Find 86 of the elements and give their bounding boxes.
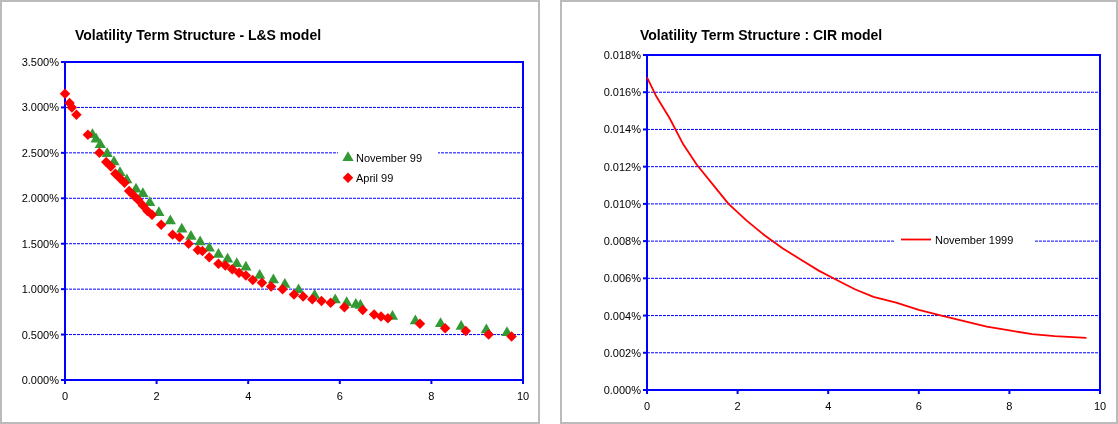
point bbox=[212, 248, 225, 258]
point bbox=[414, 318, 426, 329]
x-tick-label: 2 bbox=[153, 390, 160, 402]
point bbox=[82, 129, 94, 140]
point bbox=[137, 200, 149, 211]
x-tick-label: 10 bbox=[516, 390, 530, 402]
x-tick-label: 0 bbox=[643, 400, 651, 412]
x-tick-label: 8 bbox=[428, 390, 435, 402]
y-tick-label: 0.010% bbox=[603, 197, 642, 210]
point bbox=[297, 291, 309, 302]
legend-label: November 99 bbox=[356, 151, 423, 164]
y-tick-label: 0.018% bbox=[603, 49, 642, 61]
point bbox=[439, 322, 451, 334]
y-tick-label: 2.000% bbox=[21, 192, 60, 205]
point bbox=[105, 161, 117, 172]
x-tick-label: 0 bbox=[61, 390, 69, 402]
point bbox=[288, 289, 300, 300]
y-tick-label: 3.500% bbox=[21, 56, 60, 68]
point bbox=[460, 325, 471, 337]
y-tick-label: 1.500% bbox=[21, 237, 60, 250]
legend-label: November 1999 bbox=[935, 233, 1014, 246]
point bbox=[220, 260, 231, 271]
point bbox=[71, 109, 82, 120]
point bbox=[59, 88, 71, 100]
point bbox=[233, 267, 245, 279]
y-tick-label: 0.006% bbox=[603, 272, 642, 285]
y-tick-label: 0.000% bbox=[21, 374, 60, 386]
point bbox=[101, 147, 113, 158]
legend-label: April 99 bbox=[356, 171, 394, 184]
x-tick-label: 2 bbox=[734, 400, 741, 412]
point bbox=[316, 295, 327, 307]
point bbox=[247, 274, 259, 286]
point bbox=[254, 269, 266, 279]
x-tick-label: 10 bbox=[1093, 400, 1107, 412]
point bbox=[176, 222, 188, 233]
point bbox=[167, 229, 178, 240]
y-tick-label: 0.004% bbox=[603, 309, 642, 322]
point bbox=[204, 252, 215, 263]
y-tick-label: 0.008% bbox=[603, 235, 642, 248]
point bbox=[267, 273, 280, 284]
y-tick-label: 3.000% bbox=[21, 101, 60, 114]
x-tick-label: 6 bbox=[336, 390, 343, 402]
point bbox=[240, 260, 252, 271]
point bbox=[155, 219, 167, 230]
point bbox=[94, 138, 106, 148]
x-tick-label: 8 bbox=[1006, 400, 1013, 412]
point bbox=[94, 147, 105, 159]
x-tick-label: 6 bbox=[915, 400, 922, 412]
x-tick-label: 4 bbox=[825, 400, 832, 412]
chart-title: Volatility Term Structure - L&S model bbox=[75, 27, 322, 43]
point bbox=[146, 209, 158, 220]
point bbox=[357, 304, 368, 316]
point bbox=[137, 187, 149, 197]
point bbox=[307, 293, 318, 305]
point bbox=[339, 302, 350, 313]
y-tick-label: 0.000% bbox=[603, 384, 642, 396]
y-tick-label: 1.000% bbox=[21, 283, 60, 296]
point bbox=[110, 168, 121, 179]
point bbox=[133, 194, 144, 206]
point bbox=[277, 283, 288, 295]
point bbox=[382, 312, 394, 324]
point bbox=[213, 258, 224, 269]
y-tick-label: 0.016% bbox=[603, 86, 642, 99]
y-tick-label: 0.002% bbox=[603, 346, 642, 359]
point bbox=[265, 281, 277, 292]
y-tick-label: 0.500% bbox=[21, 328, 60, 341]
point bbox=[256, 277, 268, 289]
chart-title: Volatility Term Structure : CIR model bbox=[640, 27, 883, 43]
point bbox=[174, 232, 185, 243]
x-tick-label: 4 bbox=[245, 390, 252, 402]
y-tick-label: 2.500% bbox=[21, 146, 60, 159]
point bbox=[183, 238, 194, 249]
point bbox=[483, 329, 494, 340]
point bbox=[123, 185, 135, 197]
point bbox=[119, 177, 130, 189]
point bbox=[240, 270, 252, 281]
point bbox=[506, 331, 517, 342]
point bbox=[185, 229, 197, 240]
y-tick-label: 0.014% bbox=[603, 123, 642, 136]
point bbox=[226, 263, 238, 275]
point bbox=[100, 156, 112, 168]
y-tick-label: 0.012% bbox=[603, 160, 642, 173]
point bbox=[194, 235, 206, 246]
point bbox=[164, 214, 176, 225]
line-series bbox=[646, 76, 1088, 339]
point bbox=[325, 297, 336, 309]
